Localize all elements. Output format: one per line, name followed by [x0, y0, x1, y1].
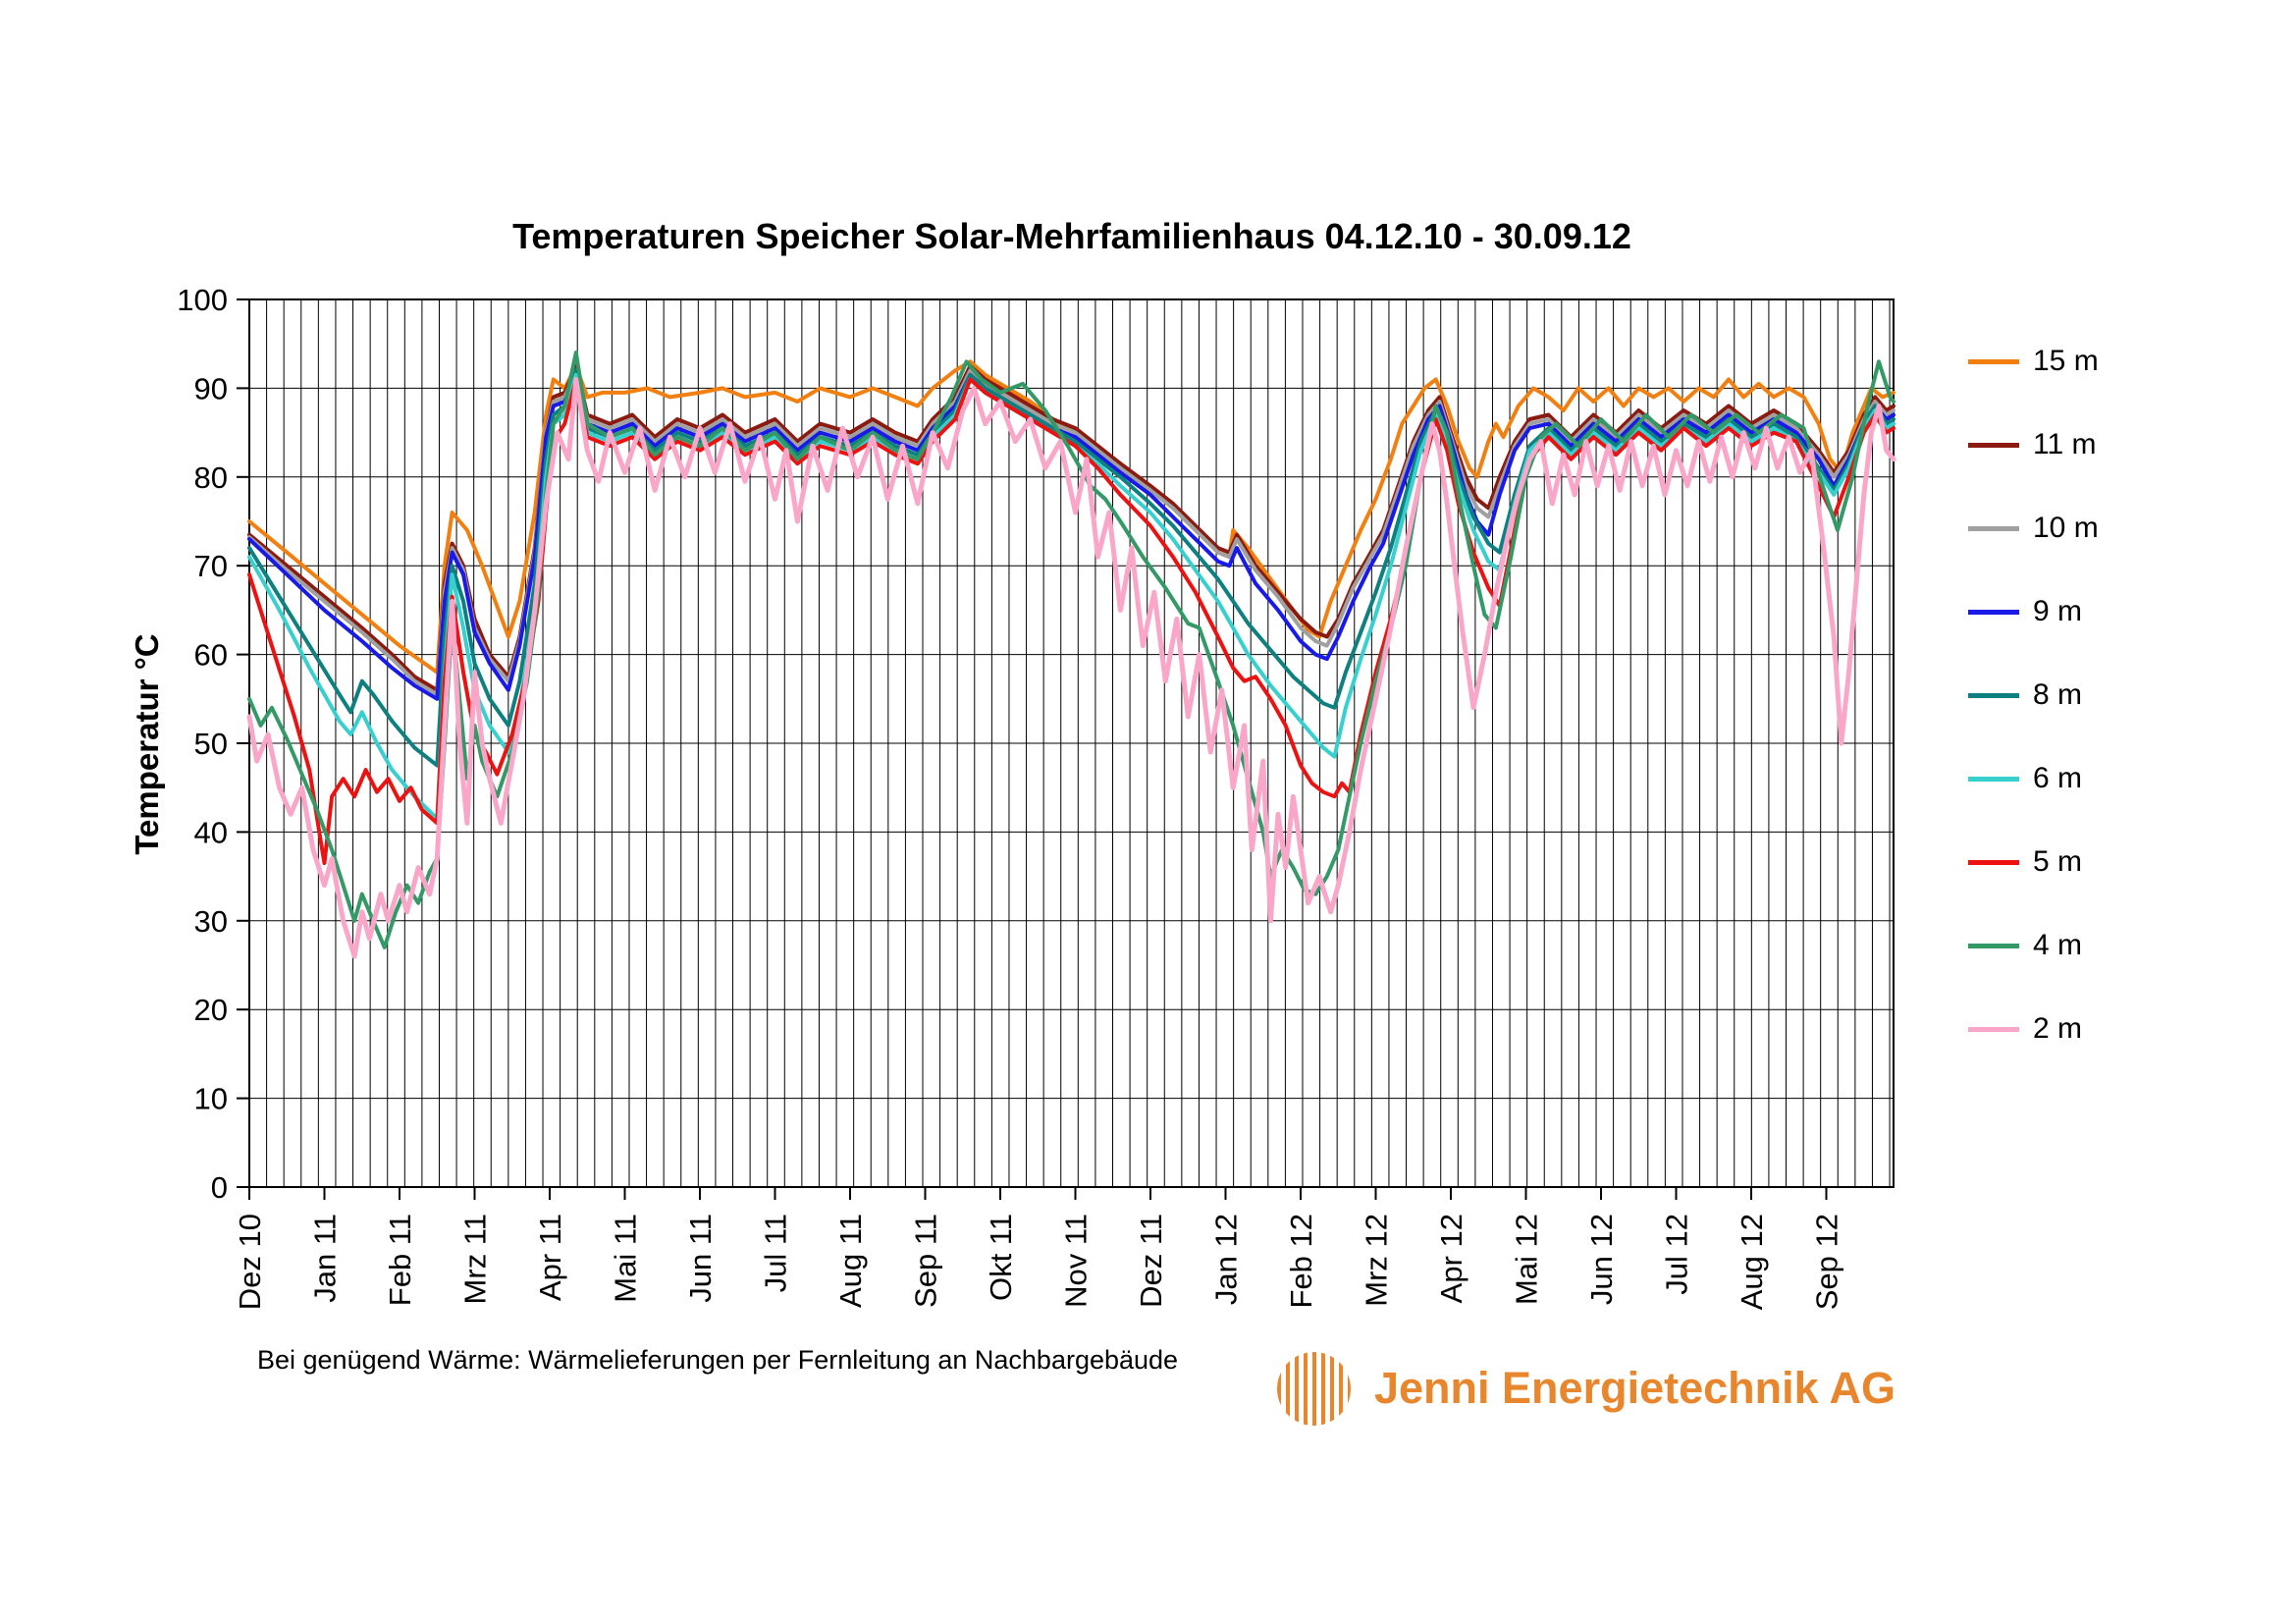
- legend-line-swatch: [1968, 1026, 2019, 1032]
- x-tick-label: Okt 11: [984, 1214, 1018, 1301]
- legend-line-swatch: [1968, 525, 2019, 531]
- legend-label: 4 m: [2033, 929, 2083, 961]
- legend-line-swatch: [1968, 609, 2019, 615]
- footer-note: Bei genügend Wärme: Wärmelieferungen per…: [257, 1345, 1179, 1375]
- legend-item-5m: 5 m: [1968, 840, 2082, 884]
- legend-line-swatch: [1968, 859, 2019, 865]
- x-tick-label: Mrz 11: [458, 1214, 493, 1304]
- x-tick-label: Jun 12: [1584, 1214, 1619, 1305]
- legend-line-swatch: [1968, 442, 2019, 448]
- x-tick-label: Mai 11: [609, 1214, 643, 1303]
- series-line-8m: [247, 368, 1896, 768]
- series-line-2m: [246, 376, 1896, 959]
- legend-line-swatch: [1968, 943, 2019, 948]
- x-tick-label: Feb 12: [1284, 1214, 1318, 1309]
- legend-label: 11 m: [2033, 428, 2097, 460]
- y-tick-label: 30: [194, 904, 228, 939]
- plot-border: [248, 298, 1895, 1188]
- series-line-9m: [247, 372, 1896, 701]
- y-tick-label: 60: [194, 638, 228, 673]
- x-tick-label: Sep 12: [1810, 1214, 1844, 1310]
- y-tick-label: 20: [194, 993, 228, 1027]
- legend-item-6m: 6 m: [1968, 757, 2082, 800]
- x-tick-label: Jul 11: [759, 1214, 793, 1292]
- x-tick-label: Jun 11: [683, 1214, 718, 1303]
- x-tick-label: Apr 12: [1434, 1214, 1468, 1303]
- company-logo: Jenni Energietechnik AG: [1277, 1349, 1896, 1428]
- legend-item-9m: 9 m: [1968, 590, 2082, 633]
- legend-item-8m: 8 m: [1968, 674, 2082, 717]
- legend-label: 5 m: [2033, 845, 2083, 878]
- legend-item-2m: 2 m: [1968, 1007, 2082, 1051]
- y-tick-label: 90: [194, 371, 228, 406]
- y-tick-label: 50: [194, 727, 228, 761]
- x-tick-label: Aug 12: [1735, 1214, 1769, 1310]
- x-tick-label: Sep 11: [909, 1214, 943, 1308]
- series-line-15m: [247, 359, 1896, 675]
- legend-label: 10 m: [2033, 512, 2099, 544]
- legend-line-swatch: [1968, 776, 2019, 782]
- legend-item-4m: 4 m: [1968, 924, 2082, 967]
- x-tick-label: Aug 11: [833, 1214, 868, 1308]
- legend-item-15m: 15 m: [1968, 340, 2099, 383]
- y-tick-label: 100: [177, 283, 228, 317]
- x-tick-label: Jul 12: [1660, 1214, 1694, 1295]
- legend-label: 2 m: [2033, 1012, 2083, 1045]
- legend-line-swatch: [1968, 692, 2019, 698]
- y-tick-label: 10: [194, 1082, 228, 1116]
- x-tick-label: Jan 12: [1209, 1214, 1244, 1305]
- x-tick-label: Jan 11: [308, 1214, 343, 1303]
- x-tick-label: Mai 12: [1510, 1214, 1544, 1305]
- legend-item-11m: 11 m: [1968, 423, 2096, 466]
- y-tick-label: 40: [194, 815, 228, 849]
- series-line-6m: [247, 372, 1896, 821]
- x-tick-label: Dez 11: [1134, 1214, 1168, 1308]
- legend-label: 9 m: [2033, 595, 2083, 627]
- legend-label: 6 m: [2033, 762, 2083, 794]
- y-tick-label: 0: [211, 1170, 228, 1205]
- striped-sun-icon: [1277, 1351, 1351, 1426]
- y-tick-label: 80: [194, 460, 228, 495]
- y-axis-title: Temperatur °C: [129, 633, 165, 855]
- chart-title: Temperaturen Speicher Solar-Mehrfamilien…: [512, 216, 1631, 256]
- x-tick-label: Feb 11: [383, 1214, 417, 1306]
- legend-line-swatch: [1968, 358, 2019, 364]
- logo-text: Jenni Energietechnik AG: [1374, 1363, 1896, 1413]
- series-line-10m: [247, 368, 1896, 697]
- legend-label: 8 m: [2033, 678, 2083, 711]
- y-tick-label: 70: [194, 549, 228, 583]
- x-tick-label: Mrz 12: [1360, 1214, 1394, 1307]
- x-tick-label: Apr 11: [533, 1214, 567, 1301]
- legend-label: 15 m: [2033, 345, 2099, 377]
- x-tick-label: Nov 11: [1059, 1214, 1094, 1308]
- legend-item-10m: 10 m: [1968, 507, 2099, 550]
- x-tick-label: Dez 10: [233, 1214, 267, 1310]
